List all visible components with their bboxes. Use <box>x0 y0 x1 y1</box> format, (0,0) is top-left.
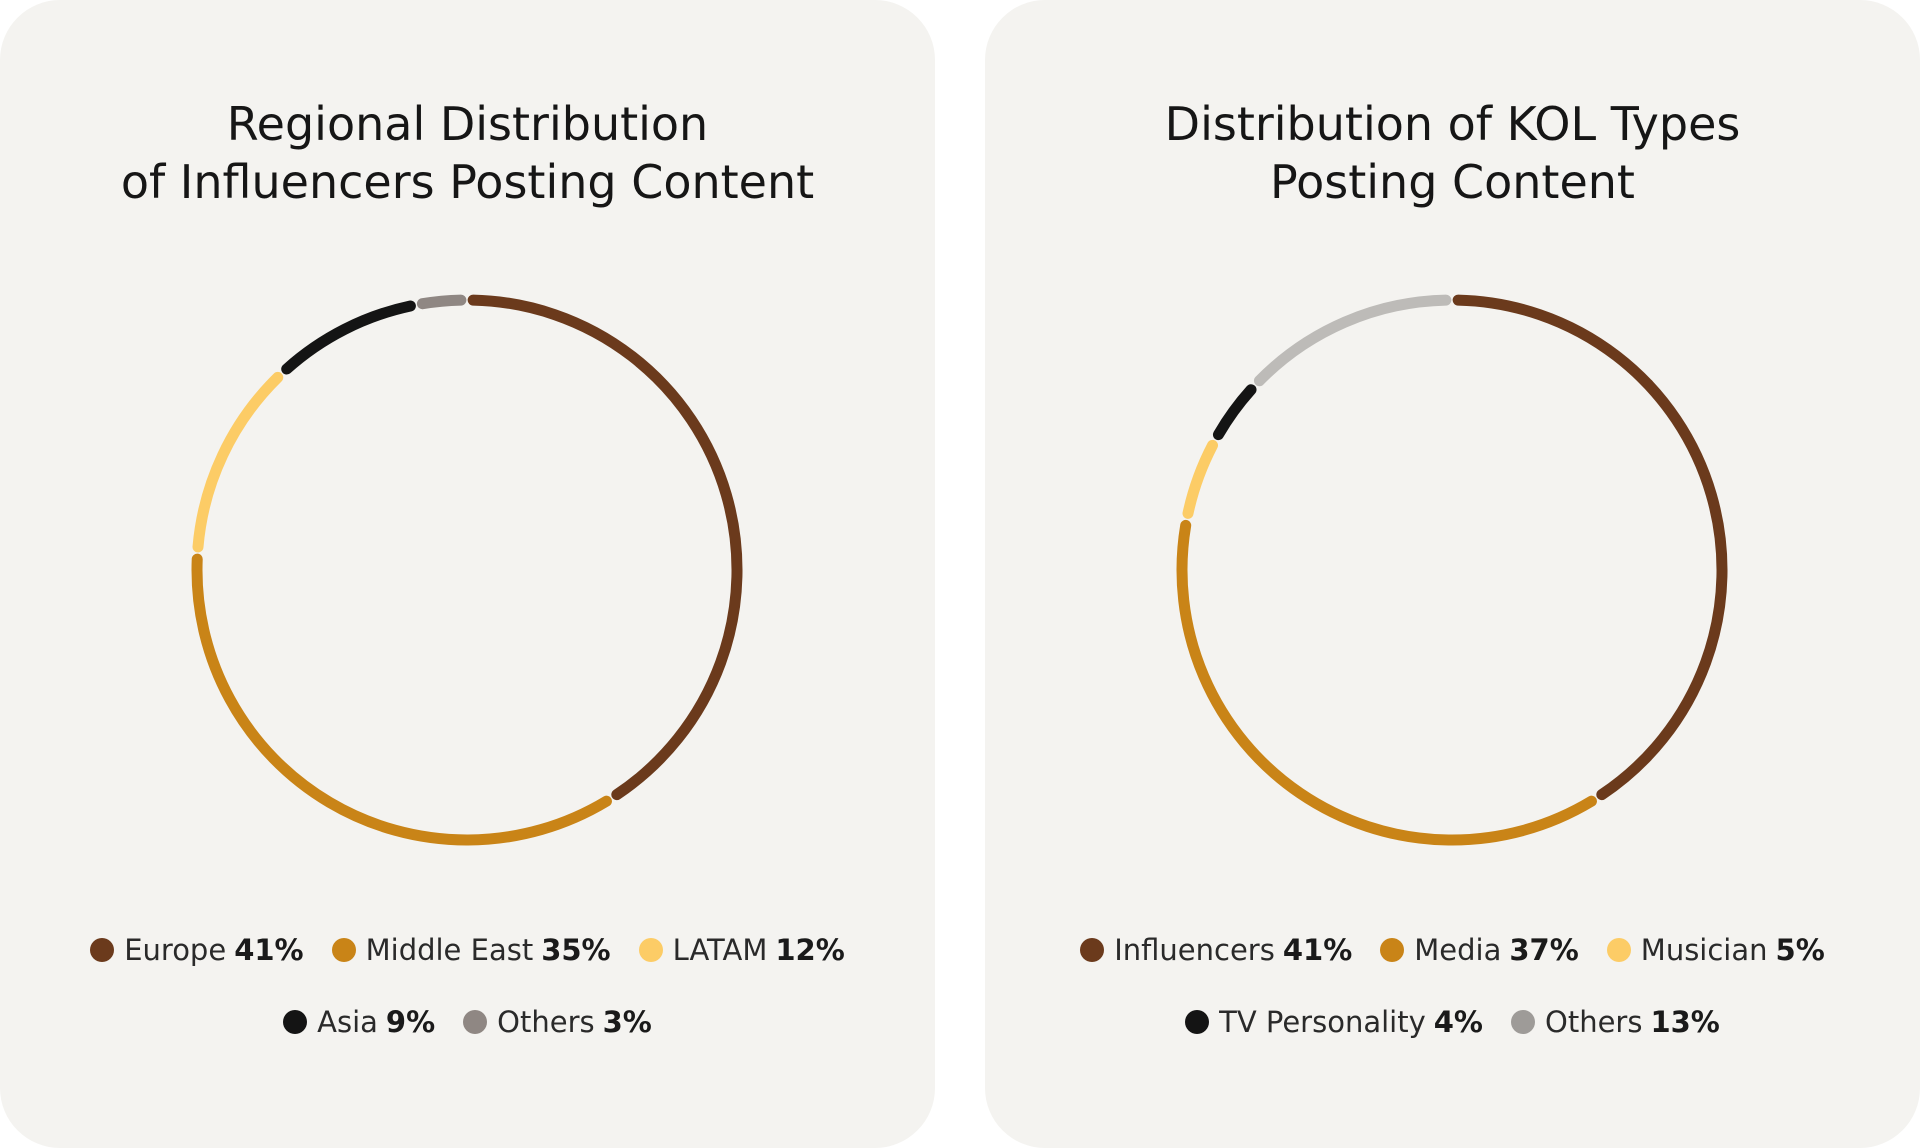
chart-title: Distribution of KOL Types Posting Conten… <box>985 95 1920 211</box>
legend-swatch-dot <box>90 938 115 962</box>
kol-chart-card: Distribution of KOL Types Posting Conten… <box>985 0 1920 1148</box>
kol-donut-chart <box>1176 294 1728 846</box>
legend-swatch-dot <box>1606 938 1631 962</box>
legend-label: Influencers <box>1114 933 1275 967</box>
legend-row: Influencers 41% Media 37% Musician 5% <box>985 920 1920 980</box>
legend-label: LATAM <box>672 933 768 967</box>
donut-segment-influencers <box>1452 294 1728 801</box>
legend-value: 3% <box>602 1005 652 1039</box>
legend-label: TV Personality <box>1219 1005 1426 1039</box>
donut-segment-latam <box>192 371 284 553</box>
legend-value: 9% <box>385 1005 436 1039</box>
legend-label: Others <box>1545 1005 1643 1039</box>
legend-item-tv-personality: TV Personality 4% <box>1185 1005 1483 1039</box>
donut-segment-media <box>1176 519 1597 846</box>
region-donut-chart <box>191 294 743 846</box>
legend-label: Middle East <box>365 933 534 967</box>
legend-item-europe: Europe 41% <box>90 933 304 967</box>
legend-row: TV Personality 4% Others 13% <box>985 992 1920 1052</box>
legend-value: 13% <box>1650 1005 1720 1039</box>
legend-item-asia: Asia 9% <box>283 1005 435 1039</box>
chart-title-line-2: of Influencers Posting Content <box>120 155 815 209</box>
chart-title: Regional Distribution of Influencers Pos… <box>0 95 935 211</box>
legend-swatch-dot <box>331 938 356 962</box>
legend-item-others: Others 3% <box>463 1005 652 1039</box>
region-chart-card: Regional Distribution of Influencers Pos… <box>0 0 935 1148</box>
legend-swatch-dot <box>283 1010 308 1034</box>
donut-segment-tv-personality <box>1212 384 1257 441</box>
donut-segment-musician <box>1182 439 1219 519</box>
legend-value: 12% <box>775 933 845 967</box>
legend-label: Media <box>1414 933 1502 967</box>
legend-swatch-dot <box>463 1010 488 1034</box>
legend-label: Musician <box>1640 933 1768 967</box>
legend-swatch-dot <box>1511 1010 1535 1034</box>
legend-value: 41% <box>234 933 304 967</box>
legend-swatch-dot <box>1185 1010 1210 1034</box>
chart-title-line-2: Posting Content <box>1270 155 1635 209</box>
donut-segment-others <box>416 294 467 310</box>
donut-segment-europe <box>467 294 743 801</box>
legend-swatch-dot <box>638 938 663 962</box>
legend-row: Europe 41% Middle East 35% LATAM 12% <box>0 920 935 980</box>
legend-value: 4% <box>1433 1005 1483 1039</box>
legend-swatch-dot <box>1380 938 1405 962</box>
legend-value: 5% <box>1775 933 1825 967</box>
legend-item-influencers: Influencers 41% <box>1080 933 1352 967</box>
kol-chart-legend: Influencers 41% Media 37% Musician 5% TV Perso… <box>985 920 1920 1064</box>
legend-item-latam: LATAM 12% <box>638 933 845 967</box>
legend-item-musician: Musician 5% <box>1606 933 1825 967</box>
region-chart-legend: Europe 41% Middle East 35% LATAM 12% Asia 9% Oth… <box>0 920 935 1064</box>
legend-item-middle-east: Middle East 35% <box>331 933 611 967</box>
legend-item-media: Media 37% <box>1380 933 1579 967</box>
legend-value: 35% <box>541 933 611 967</box>
donut-segment-middle-east <box>191 553 612 846</box>
donut-segment-asia <box>281 300 416 375</box>
legend-item-others: Others 13% <box>1511 1005 1720 1039</box>
legend-label: Asia <box>317 1005 378 1039</box>
legend-row: Asia 9% Others 3% <box>0 992 935 1052</box>
donut-segment-others <box>1253 294 1452 387</box>
chart-title-line-1: Regional Distribution <box>226 97 709 151</box>
legend-label: Europe <box>124 933 227 967</box>
legend-label: Others <box>497 1005 595 1039</box>
legend-swatch-dot <box>1080 938 1105 962</box>
legend-value: 41% <box>1282 933 1353 967</box>
legend-value: 37% <box>1509 933 1579 967</box>
chart-title-line-1: Distribution of KOL Types <box>1164 97 1741 151</box>
